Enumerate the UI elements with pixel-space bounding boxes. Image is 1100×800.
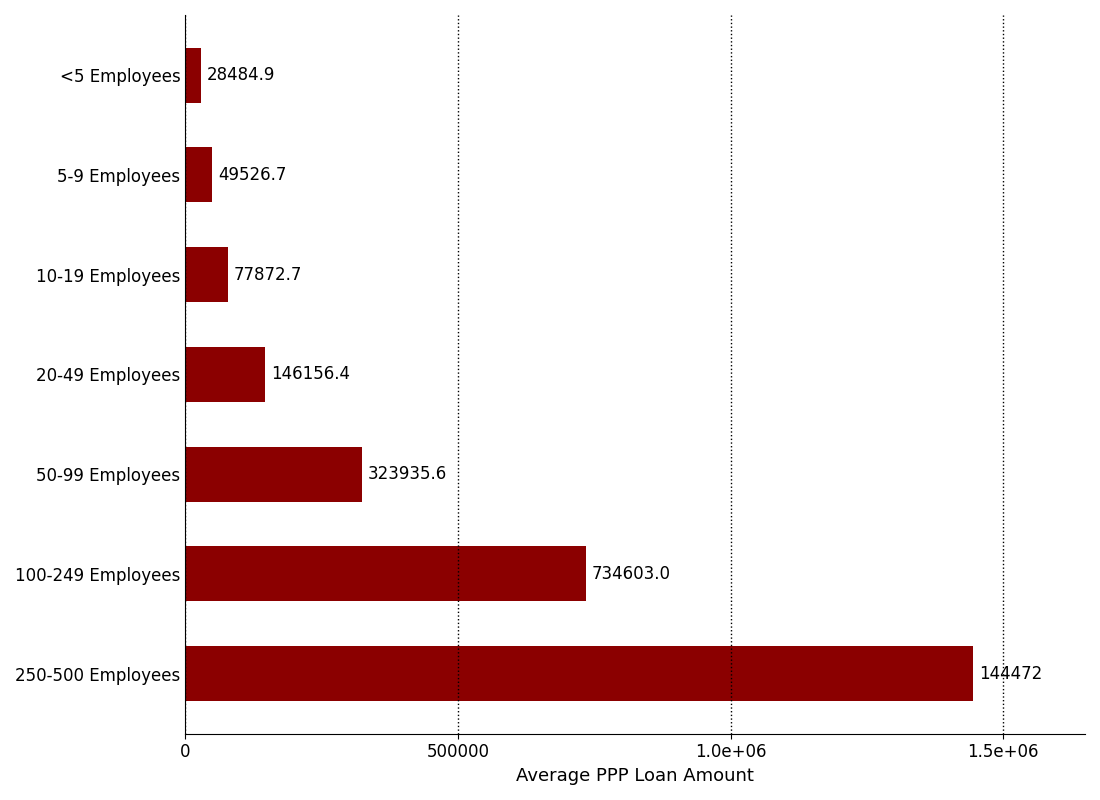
Text: 146156.4: 146156.4 bbox=[272, 366, 350, 383]
Text: 28484.9: 28484.9 bbox=[207, 66, 275, 84]
Text: 144472: 144472 bbox=[979, 665, 1043, 682]
Bar bbox=[185, 646, 974, 701]
Bar bbox=[185, 247, 228, 302]
Text: 734603.0: 734603.0 bbox=[592, 565, 671, 583]
X-axis label: Average PPP Loan Amount: Average PPP Loan Amount bbox=[516, 767, 755, 785]
Text: 77872.7: 77872.7 bbox=[234, 266, 302, 284]
Bar bbox=[185, 147, 212, 202]
Bar bbox=[185, 48, 201, 102]
Bar bbox=[185, 546, 586, 602]
Bar bbox=[185, 347, 265, 402]
Text: 323935.6: 323935.6 bbox=[368, 465, 448, 483]
Bar bbox=[185, 446, 362, 502]
Text: 49526.7: 49526.7 bbox=[219, 166, 287, 184]
